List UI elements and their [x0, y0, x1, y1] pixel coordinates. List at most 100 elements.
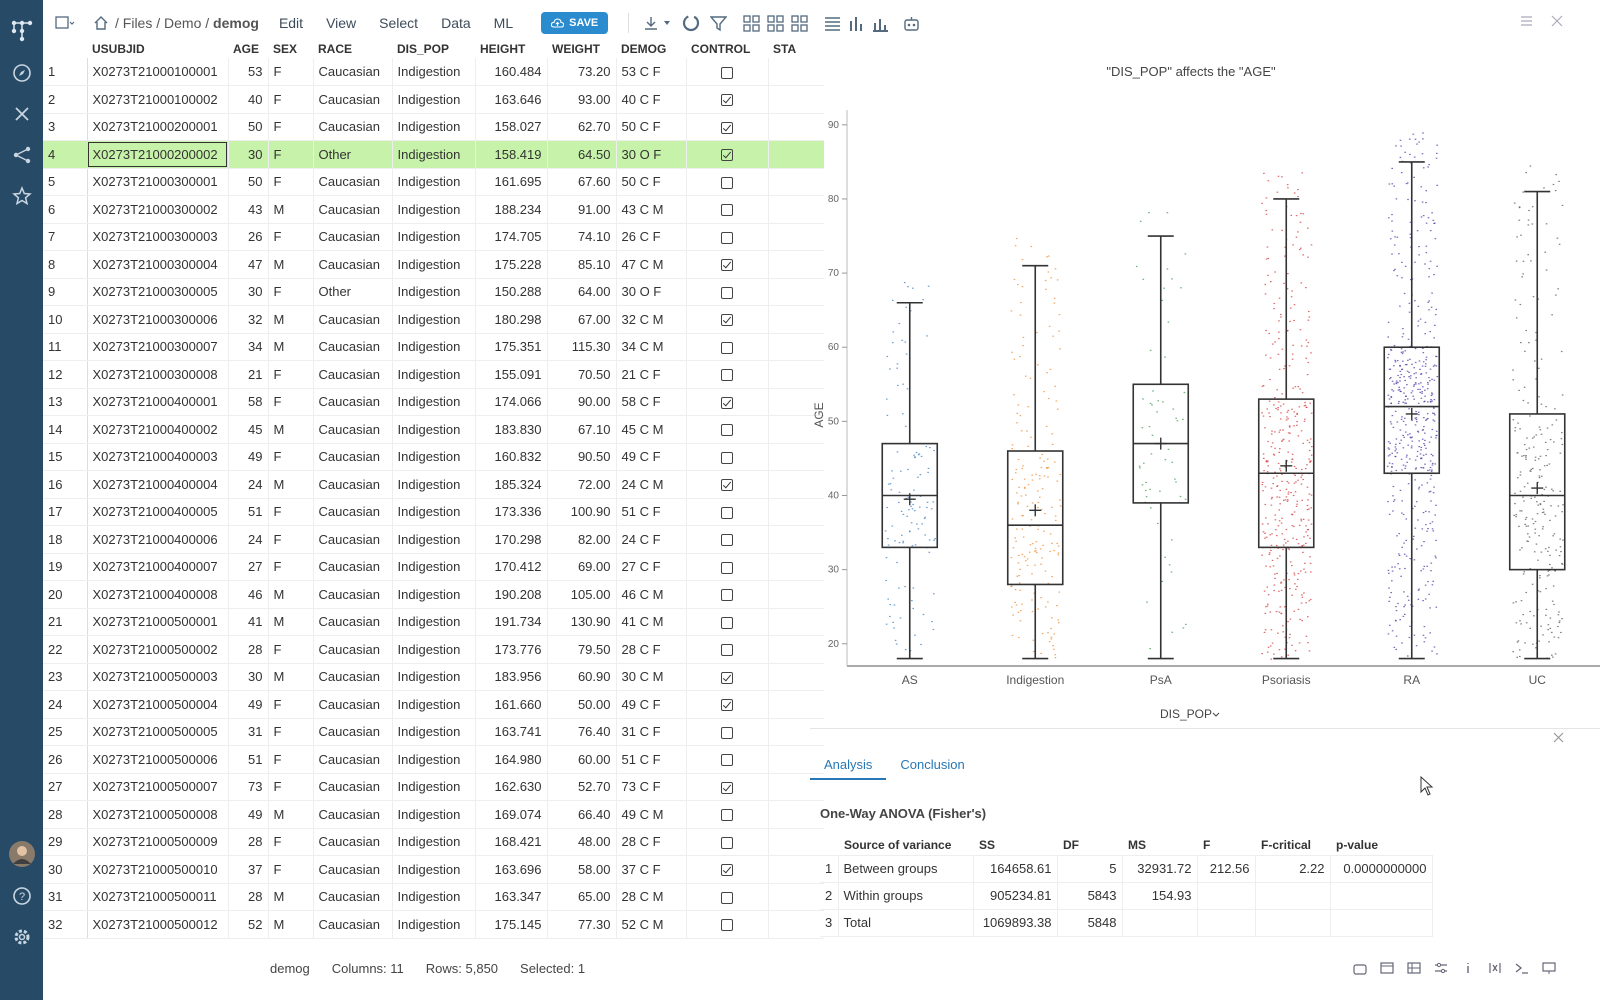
table-cell[interactable]: X0273T21000500005 — [87, 718, 229, 746]
table-cell[interactable] — [768, 333, 824, 361]
table-cell[interactable]: Indigestion — [392, 415, 476, 444]
table-cell[interactable]: Indigestion — [392, 388, 476, 416]
table-row[interactable]: 18 X0273T21000400006 24 F Caucasian Indigesti… — [43, 525, 824, 554]
table-cell[interactable]: 170.412 — [475, 553, 548, 581]
table-cell[interactable]: 158.027 — [475, 113, 548, 141]
table-cell[interactable]: 67.60 — [547, 168, 617, 196]
control-checkbox[interactable] — [721, 589, 733, 602]
table-cell[interactable]: 51 — [228, 498, 269, 526]
table-cell[interactable]: 41 — [228, 608, 269, 636]
table-cell[interactable]: 30 O F — [616, 140, 687, 169]
table-cell[interactable]: X0273T21000500002 — [87, 635, 229, 664]
table-cell[interactable]: X0273T21000500011 — [87, 883, 229, 911]
table-row[interactable]: 19 X0273T21000400007 27 F Caucasian Indigesti… — [43, 553, 824, 581]
table-cell[interactable]: Indigestion — [392, 608, 476, 636]
table-cell[interactable]: 173.336 — [475, 498, 548, 526]
table-cell[interactable]: X0273T21000300003 — [87, 223, 229, 251]
table-cell[interactable]: 175.351 — [475, 333, 548, 361]
table-cell[interactable]: X0273T21000400004 — [87, 470, 229, 499]
row-number[interactable]: 1 — [43, 58, 88, 86]
table-cell[interactable]: 40 — [228, 85, 269, 114]
table-cell[interactable]: 162.630 — [475, 773, 548, 801]
variables-icon[interactable] — [1488, 961, 1502, 975]
table-cell[interactable] — [768, 58, 824, 86]
close-panel-icon[interactable] — [1553, 731, 1564, 746]
table-cell[interactable]: 28 — [228, 828, 269, 856]
table-cell[interactable]: 37 — [228, 855, 269, 884]
row-number[interactable]: 28 — [43, 800, 88, 829]
table-cell[interactable]: 49 — [228, 443, 269, 471]
anova-cell[interactable]: 5843 — [1057, 882, 1123, 910]
home-icon[interactable] — [93, 15, 109, 31]
table-cell[interactable]: 160.832 — [475, 443, 548, 471]
table-row[interactable]: 21 X0273T21000500001 41 M Caucasian Indigesti… — [43, 608, 824, 636]
table-cell[interactable]: M — [268, 333, 314, 361]
table-cell[interactable]: 60.00 — [547, 745, 617, 774]
table-cell[interactable]: F — [268, 718, 314, 746]
table-cell[interactable]: 49 C F — [616, 443, 687, 471]
control-cell[interactable] — [686, 278, 769, 306]
anova-cell[interactable] — [1330, 909, 1433, 937]
table-row[interactable]: 1 X0273T21000100001 53 F Caucasian Indigestio… — [43, 58, 824, 86]
table-row[interactable]: 27 X0273T21000500007 73 F Caucasian Indigesti… — [43, 773, 824, 801]
table-cell[interactable]: Indigestion — [392, 690, 476, 719]
table-cell[interactable] — [768, 415, 824, 444]
star-icon[interactable] — [8, 182, 35, 209]
table-cell[interactable]: X0273T21000500007 — [87, 773, 229, 801]
control-cell[interactable] — [686, 85, 769, 114]
table-cell[interactable]: 65.00 — [547, 883, 617, 911]
table-cell[interactable]: 105.00 — [547, 580, 617, 609]
table-cell[interactable]: 28 C F — [616, 635, 687, 664]
table-cell[interactable]: Indigestion — [392, 580, 476, 609]
breadcrumb-demog[interactable]: demog — [213, 15, 259, 31]
window-icon[interactable] — [1380, 961, 1394, 975]
row-number[interactable]: 7 — [43, 223, 88, 251]
control-checkbox[interactable] — [721, 314, 733, 327]
download-icon[interactable] — [643, 15, 659, 31]
table-cell[interactable]: 45 C M — [616, 415, 687, 444]
control-cell[interactable] — [686, 250, 769, 279]
anova-cell[interactable]: 5848 — [1057, 909, 1123, 937]
table-cell[interactable]: 30 — [228, 140, 269, 169]
control-checkbox[interactable] — [721, 176, 733, 189]
control-cell[interactable] — [686, 718, 769, 746]
anova-cell[interactable]: Between groups — [838, 855, 974, 883]
box-iqr[interactable] — [1006, 450, 1064, 586]
table-cell[interactable]: M — [268, 800, 314, 829]
control-cell[interactable] — [686, 140, 769, 169]
control-checkbox[interactable] — [721, 94, 733, 107]
table-cell[interactable] — [768, 360, 824, 389]
table-cell[interactable]: F — [268, 168, 314, 196]
row-number[interactable]: 17 — [43, 498, 88, 526]
anova-cell[interactable]: Total — [838, 909, 974, 937]
table-cell[interactable]: Other — [313, 140, 393, 169]
table-cell[interactable]: X0273T21000400008 — [87, 580, 229, 609]
row-number[interactable]: 3 — [43, 113, 88, 141]
table-cell[interactable]: X0273T21000500009 — [87, 828, 229, 856]
control-checkbox[interactable] — [721, 451, 733, 464]
table-cell[interactable] — [768, 443, 824, 471]
column-header[interactable]: HEIGHT — [475, 40, 547, 58]
table-cell[interactable]: 31 C F — [616, 718, 687, 746]
table-row[interactable]: 17 X0273T21000400005 51 F Caucasian Indigesti… — [43, 498, 824, 526]
table-cell[interactable]: 50 C F — [616, 168, 687, 196]
table-cell[interactable]: 73 C F — [616, 773, 687, 801]
table-cell[interactable]: Caucasian — [313, 443, 393, 471]
table-cell[interactable]: Caucasian — [313, 718, 393, 746]
x-category-label[interactable]: Indigestion — [1006, 673, 1064, 687]
control-checkbox[interactable] — [721, 836, 733, 849]
table-cell[interactable]: 50 — [228, 113, 269, 141]
tile-view-icon[interactable] — [767, 14, 784, 32]
control-cell[interactable] — [686, 333, 769, 361]
tab-analysis[interactable]: Analysis — [810, 751, 887, 780]
control-cell[interactable] — [686, 443, 769, 471]
control-cell[interactable] — [686, 745, 769, 774]
table-cell[interactable]: Caucasian — [313, 608, 393, 636]
table-cell[interactable]: Caucasian — [313, 498, 393, 526]
table-cell[interactable]: X0273T21000400006 — [87, 525, 229, 554]
table-cell[interactable]: 30 — [228, 663, 269, 691]
table-cell[interactable]: 72.00 — [547, 470, 617, 499]
table-row[interactable]: 5 X0273T21000300001 50 F Caucasian Indigestio… — [43, 168, 824, 196]
row-number[interactable]: 16 — [43, 470, 88, 499]
table-row[interactable]: 13 X0273T21000400001 58 F Caucasian Indigesti… — [43, 388, 824, 416]
